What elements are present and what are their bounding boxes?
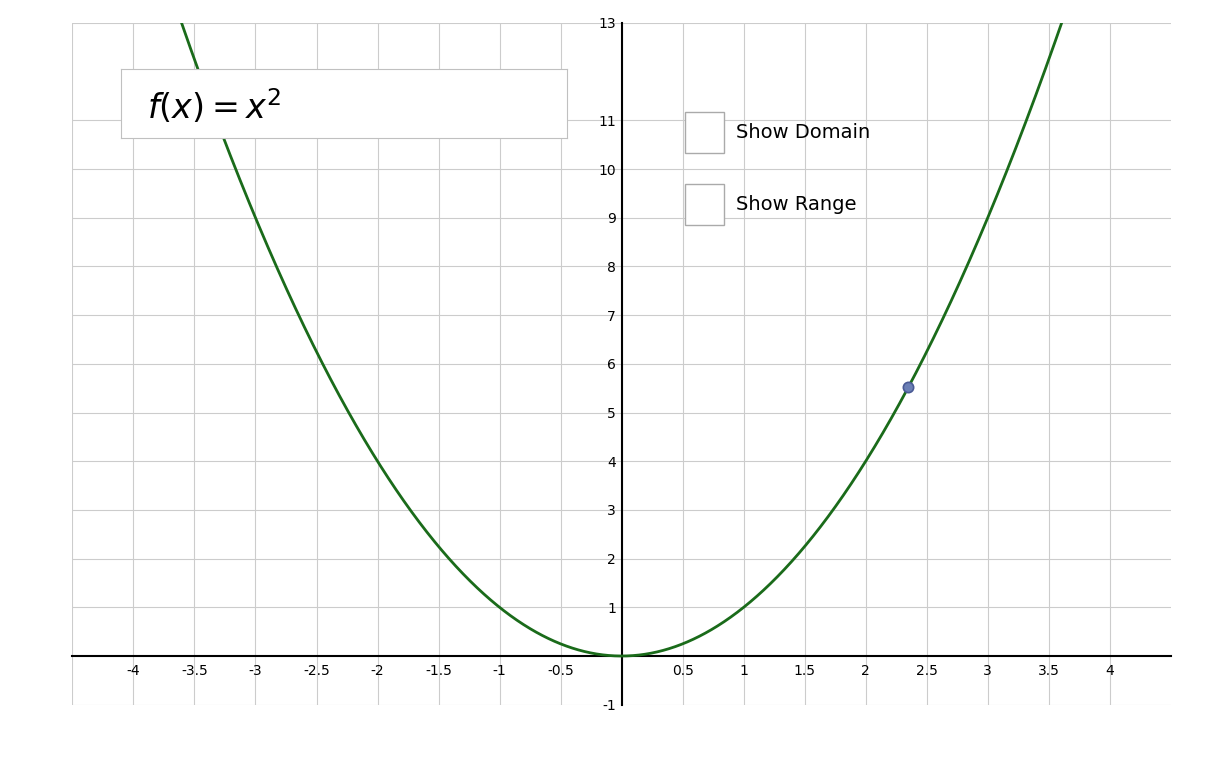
Text: Show Domain: Show Domain (736, 123, 870, 142)
FancyBboxPatch shape (684, 184, 724, 225)
Text: $f(x) = x^2$: $f(x) = x^2$ (147, 87, 282, 126)
Point (899, 381, 919, 394)
FancyBboxPatch shape (684, 112, 724, 153)
Text: Show Range: Show Range (736, 195, 857, 214)
